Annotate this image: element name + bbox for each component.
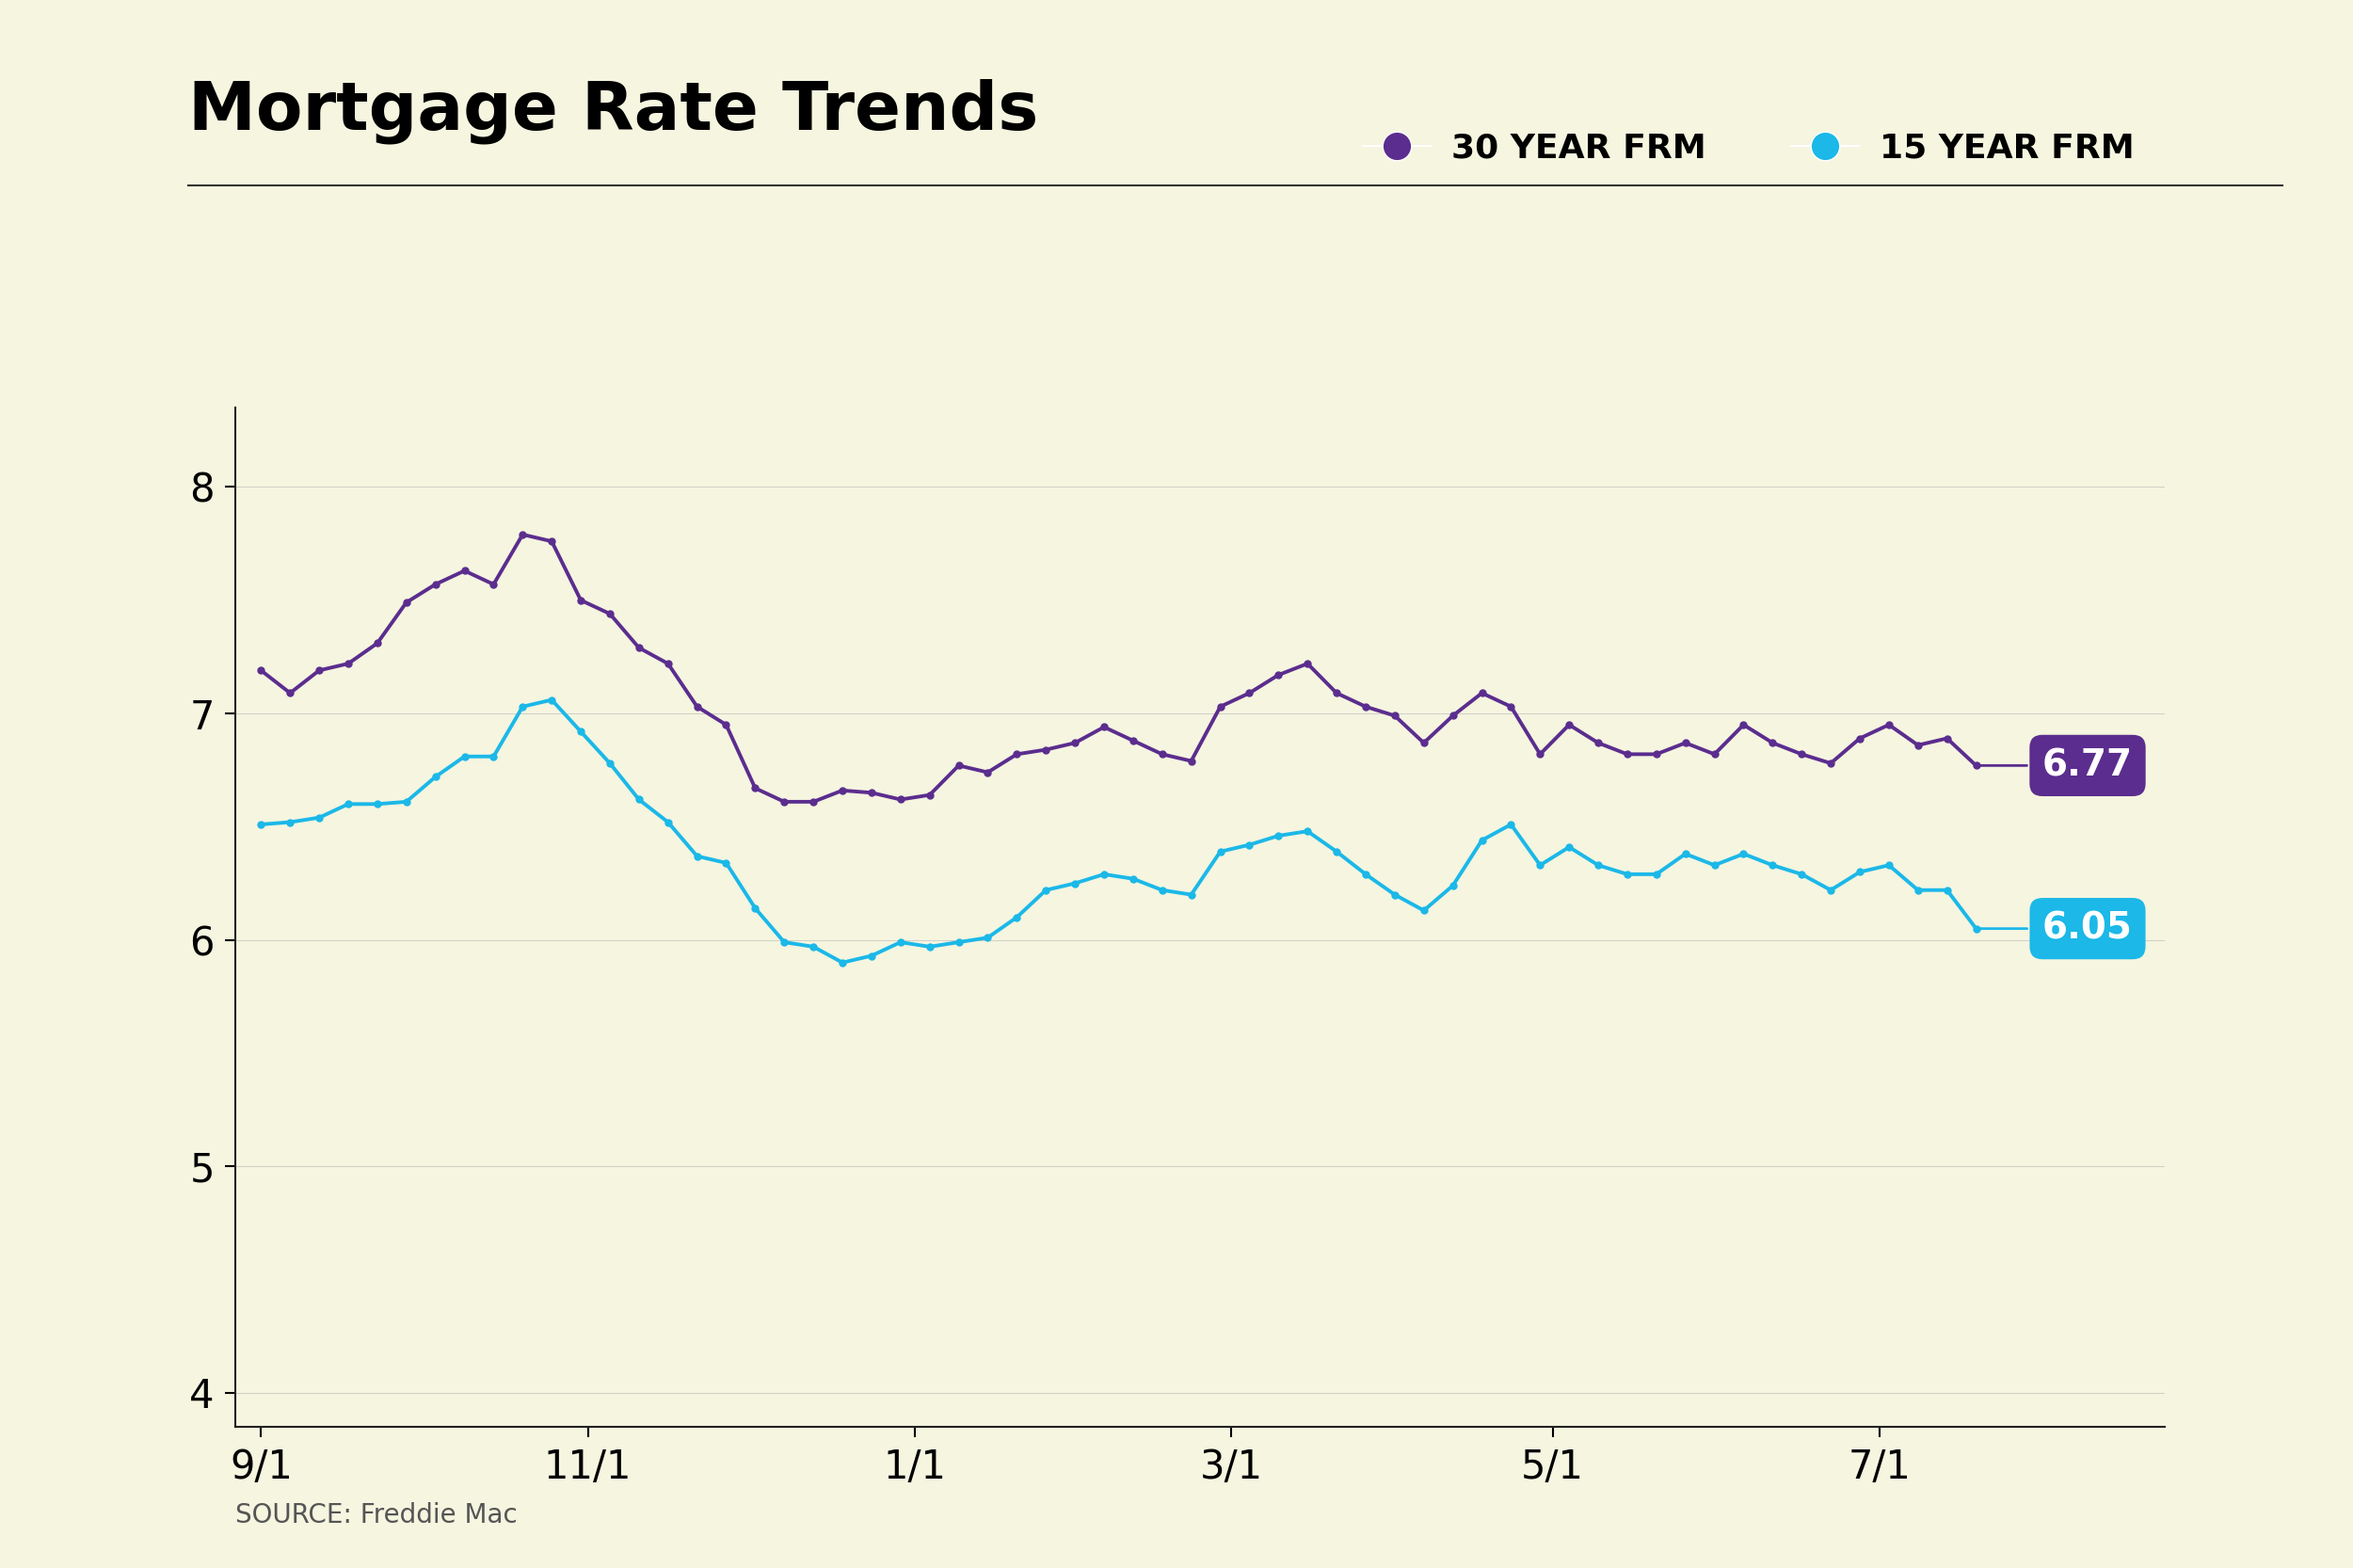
Text: 6.77: 6.77 bbox=[1979, 748, 2132, 784]
Text: 6.05: 6.05 bbox=[1979, 911, 2132, 947]
Text: Mortgage Rate Trends: Mortgage Rate Trends bbox=[188, 78, 1038, 144]
Legend: 30 YEAR FRM, 15 YEAR FRM: 30 YEAR FRM, 15 YEAR FRM bbox=[1348, 119, 2148, 179]
Text: SOURCE: Freddie Mac: SOURCE: Freddie Mac bbox=[235, 1502, 518, 1529]
